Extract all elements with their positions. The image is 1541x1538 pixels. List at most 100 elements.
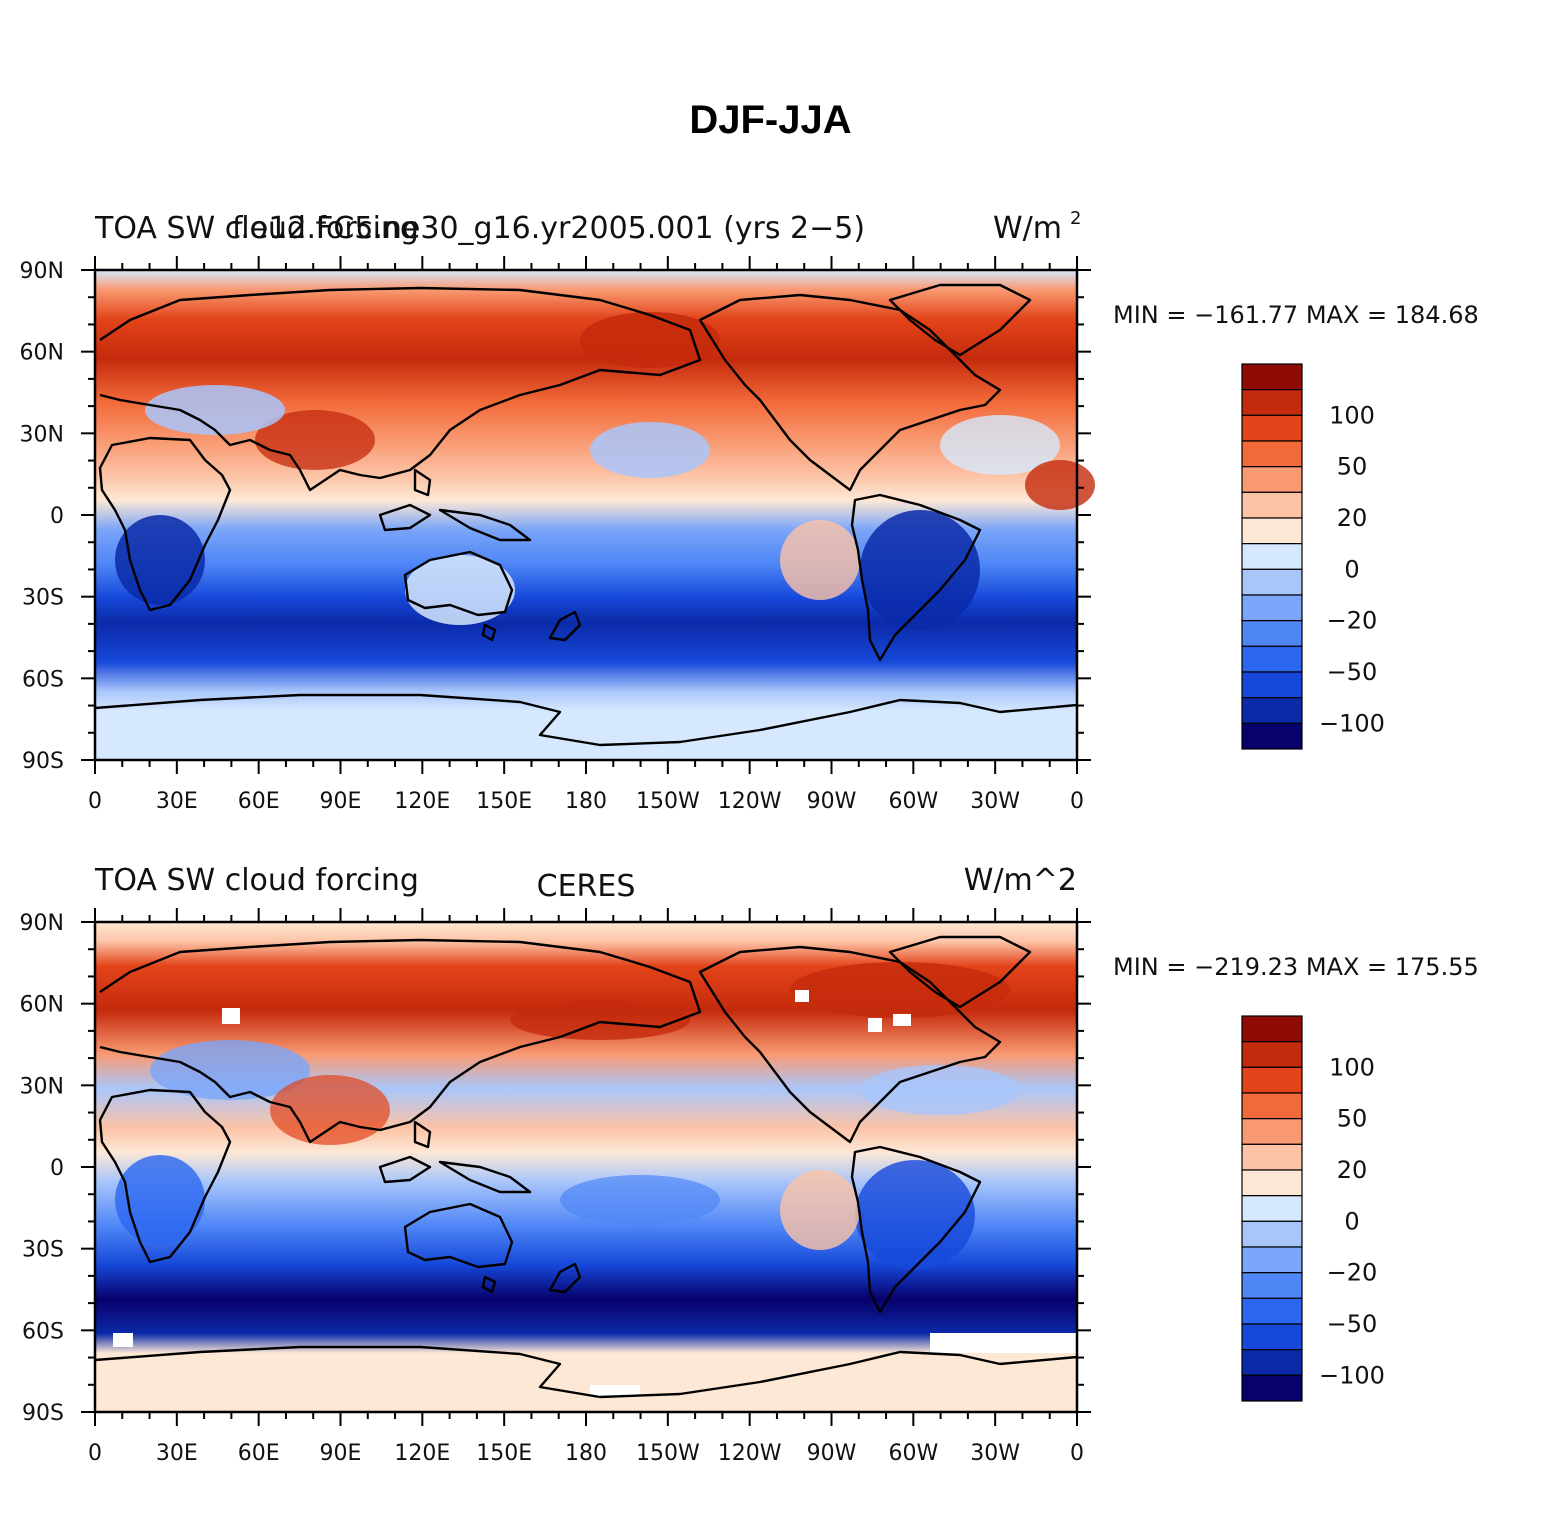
field-blob (145, 385, 285, 435)
x-tick-label: 30W (970, 789, 1020, 814)
colorbar-swatch (1241, 620, 1303, 647)
x-tick-label: 30W (970, 1441, 1020, 1466)
colorbar-label: −20 (1327, 607, 1378, 635)
field-blob (255, 410, 375, 470)
panel-left-title-a: TOA SW cloud forcing (94, 211, 419, 246)
panel-units: W/m^2 (964, 863, 1077, 898)
colorbar-swatch (1241, 1092, 1303, 1120)
colorbar-label: −100 (1319, 1361, 1385, 1389)
missing-data-patch (113, 1333, 133, 1347)
map-field (95, 922, 1077, 1412)
x-tick-label: 120E (394, 789, 450, 814)
colorbar-swatch (1241, 1349, 1303, 1376)
x-tick-label: 60E (238, 789, 280, 814)
x-tick-label: 120W (718, 789, 782, 814)
field-blob (790, 962, 1010, 1018)
field-blob (560, 1175, 720, 1225)
colorbar-swatch (1241, 1323, 1303, 1351)
x-tick-label: 150E (476, 789, 532, 814)
x-tick-label: 30E (156, 789, 198, 814)
x-tick-label: 0 (88, 789, 102, 814)
y-tick-label: 30S (22, 1238, 64, 1263)
colorbar-label: 0 (1344, 1207, 1359, 1235)
x-tick-label: 0 (88, 1441, 102, 1466)
colorbar-swatch (1241, 1118, 1303, 1145)
colorbar-label: −20 (1327, 1259, 1378, 1287)
x-tick-label: 180 (565, 1441, 607, 1466)
y-tick-label: 30N (20, 1074, 64, 1099)
x-tick-label: 90W (807, 789, 857, 814)
panel-left-title-a: TOA SW cloud forcing (94, 863, 419, 898)
y-tick-label: 60N (20, 993, 64, 1018)
colorbar-label: 20 (1337, 504, 1368, 532)
missing-data-patch (930, 1333, 1077, 1353)
x-tick-label: 90W (807, 1441, 857, 1466)
panel-observations: TOA SW cloud forcing CERES W/m^2 (20, 863, 1479, 1466)
colorbar-swatch (1241, 697, 1303, 724)
colorbar-swatch (1241, 543, 1303, 570)
x-tick-label: 60W (888, 789, 938, 814)
field-blob (580, 312, 720, 368)
colorbar: 100 50 20 0 −20 −50 −100 (1241, 1015, 1385, 1402)
x-tick-label: 180 (565, 789, 607, 814)
missing-data-patch (868, 1018, 882, 1032)
field-blob (940, 415, 1060, 475)
colorbar-label: −100 (1319, 709, 1385, 737)
x-tick-label: 150E (476, 1441, 532, 1466)
x-tick-label: 150W (636, 789, 700, 814)
colorbar-swatch (1241, 389, 1303, 416)
x-tick-label: 60E (238, 1441, 280, 1466)
x-tick-label: 150W (636, 1441, 700, 1466)
y-tick-label: 30S (22, 586, 64, 611)
minmax-label: MIN = −161.77 MAX = 184.68 (1113, 301, 1479, 329)
colorbar-swatch (1241, 1041, 1303, 1068)
x-tick-label: 30E (156, 1441, 198, 1466)
x-tick-label: 120W (718, 1441, 782, 1466)
minmax-label: MIN = −219.23 MAX = 175.55 (1113, 953, 1479, 981)
colorbar-swatch (1241, 414, 1303, 442)
missing-data-patch (590, 1385, 640, 1397)
colorbar-swatch (1241, 1195, 1303, 1222)
colorbar-swatch (1241, 1015, 1303, 1043)
colorbar-label: −50 (1327, 658, 1378, 686)
colorbar-swatch (1241, 1297, 1303, 1325)
field-blob (510, 1000, 690, 1040)
panel-units-superscript: 2 (1070, 208, 1081, 229)
field-blob (115, 1155, 205, 1245)
colorbar-label: 100 (1329, 1053, 1375, 1081)
field-blob (150, 1040, 310, 1100)
colorbar-label: 100 (1329, 401, 1375, 429)
colorbar-swatch (1241, 363, 1303, 391)
field-blob (860, 1065, 1020, 1115)
colorbar-swatch (1241, 491, 1303, 519)
y-tick-label: 0 (50, 1156, 64, 1181)
field-blob (780, 1170, 860, 1250)
panel-units: W/m (993, 211, 1062, 246)
field-blob (590, 422, 710, 478)
field-blob (855, 1160, 975, 1270)
field-blob (270, 1075, 390, 1145)
panel-left-title-b: f.e12.FC5.ne30_g16.yr2005.001 (yrs 2−5) (232, 211, 865, 246)
colorbar-swatch (1241, 671, 1303, 699)
field-blob (860, 510, 980, 630)
field-blob (1025, 460, 1095, 510)
colorbar-swatch (1241, 1143, 1303, 1171)
colorbar-label: 50 (1337, 1105, 1368, 1133)
panel-center-title: CERES (537, 869, 636, 904)
y-tick-label: 90S (22, 1401, 64, 1426)
figure-title: DJF-JJA (689, 98, 852, 142)
field-blob (780, 520, 860, 600)
x-tick-label: 0 (1070, 1441, 1084, 1466)
colorbar-swatch (1241, 517, 1303, 545)
colorbar-swatch (1241, 594, 1303, 622)
y-tick-label: 90N (20, 259, 64, 284)
colorbar-label: −50 (1327, 1310, 1378, 1338)
missing-data-patch (222, 1008, 240, 1024)
coastlines (94, 935, 1078, 1399)
colorbar-swatch (1241, 466, 1303, 493)
field-blob (115, 515, 205, 605)
x-tick-label: 120E (394, 1441, 450, 1466)
colorbar-swatch (1241, 645, 1303, 673)
y-tick-label: 30N (20, 422, 64, 447)
